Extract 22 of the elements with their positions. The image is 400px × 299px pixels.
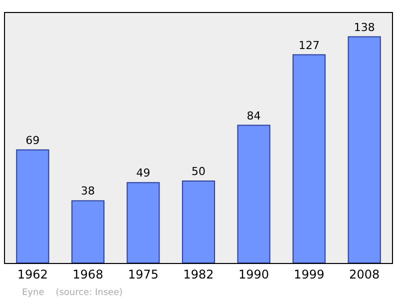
bar [182, 180, 216, 263]
data-label: 127 [298, 38, 320, 52]
data-label: 49 [136, 166, 150, 180]
x-tick-label: 1982 [183, 267, 214, 282]
bar [126, 182, 160, 263]
bar [348, 36, 381, 263]
x-tick-label: 1990 [238, 267, 270, 282]
x-tick-label: 1999 [294, 267, 324, 282]
text: Eyne (source: Insee) [22, 288, 123, 298]
bar [237, 124, 270, 263]
bar [16, 149, 50, 263]
bar [71, 200, 104, 263]
data-label: 84 [246, 109, 261, 122]
bar [292, 54, 326, 263]
data-label: 69 [26, 134, 40, 147]
x-tick-label: 1962 [17, 267, 48, 282]
x-tick-label: 1975 [128, 267, 158, 282]
x-tick-label: 1968 [72, 267, 104, 282]
data-label: 50 [192, 165, 206, 178]
data-label: 138 [354, 20, 375, 34]
data-label: 38 [80, 184, 95, 198]
x-tick-label: 2008 [349, 267, 380, 282]
